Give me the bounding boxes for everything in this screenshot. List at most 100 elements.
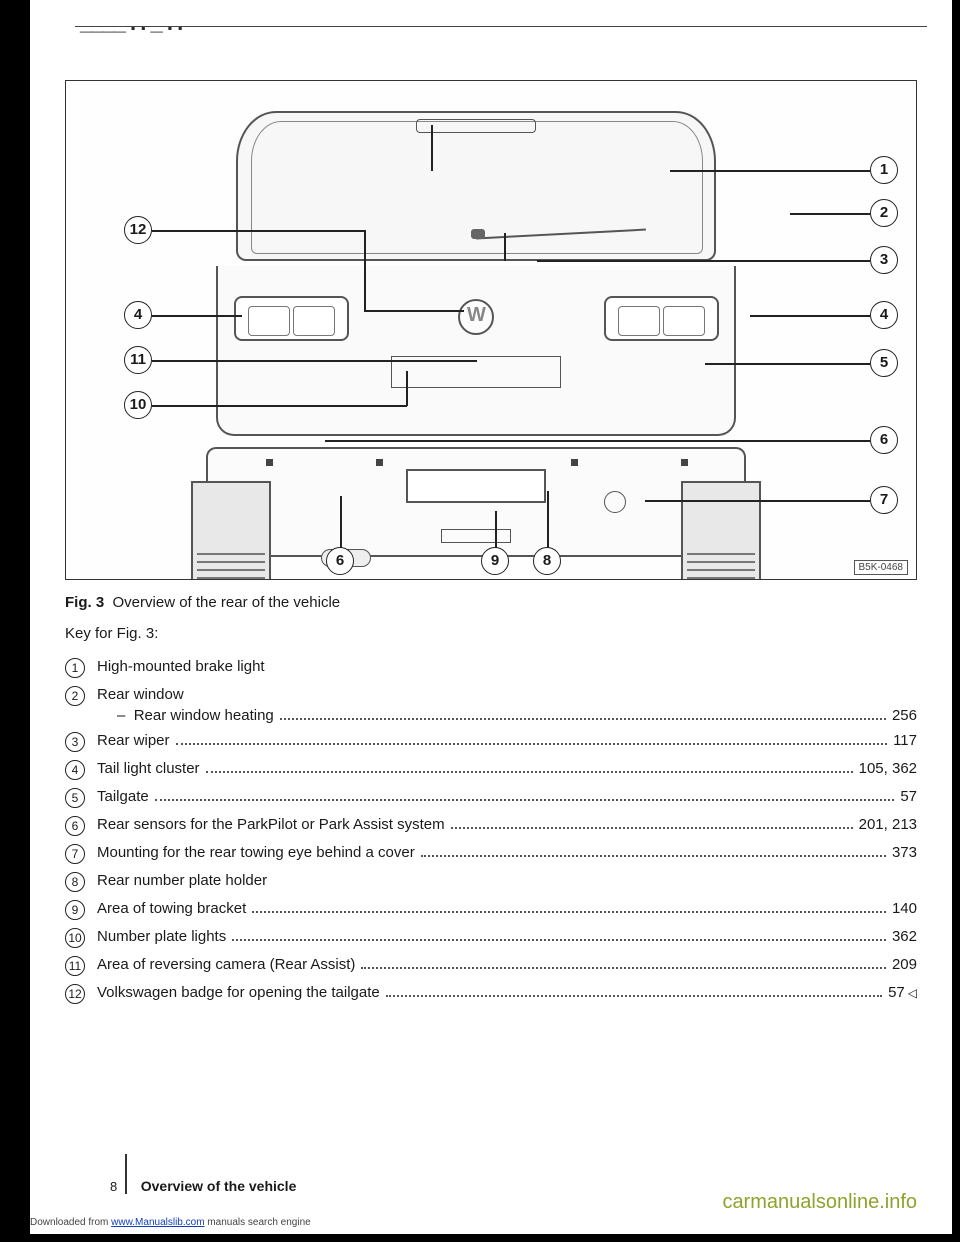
taillight-right (604, 296, 719, 341)
key-num: 11 (65, 956, 85, 976)
page-number: 8 (110, 1179, 117, 1194)
lead-line (152, 405, 407, 407)
callout-1: 1 (870, 156, 898, 184)
key-num: 5 (65, 788, 85, 808)
key-item-1: 1 High-mounted brake light (65, 658, 917, 678)
vehicle-rear-diagram: 1 2 3 4 5 6 7 6 9 8 12 4 11 10 (65, 80, 917, 580)
key-label: Volkswagen badge for opening the tailgat… (97, 984, 380, 1001)
key-item-6: 6 Rear sensors for the ParkPilot or Park… (65, 816, 917, 836)
callout-8: 8 (533, 547, 561, 575)
key-list: 1 High-mounted brake light 2 Rear window… (65, 658, 917, 1004)
callout-4l: 4 (124, 301, 152, 329)
key-text: Area of towing bracket 140 (97, 900, 917, 917)
key-text: Number plate lights 362 (97, 928, 917, 945)
lead-line (364, 310, 464, 312)
callout-6b: 6 (326, 547, 354, 575)
tyre-tread (687, 569, 755, 571)
tyre-tread (197, 553, 265, 555)
page-ref: 140 (892, 900, 917, 917)
dot-leader (252, 911, 886, 913)
key-text: Rear window – Rear window heating 256 (97, 686, 917, 724)
key-item-9: 9 Area of towing bracket 140 (65, 900, 917, 920)
key-label: Tail light cluster (97, 760, 200, 777)
key-num: 1 (65, 658, 85, 678)
brake-light-shape (416, 119, 536, 133)
key-num: 6 (65, 816, 85, 836)
key-intro: Key for Fig. 3: (65, 625, 917, 642)
header-fragment: ____ . . _ . . (80, 10, 182, 36)
source-link[interactable]: www.Manualslib.com (111, 1217, 204, 1228)
page-ref: 201, 213 (859, 816, 917, 833)
key-item-11: 11 Area of reversing camera (Rear Assist… (65, 956, 917, 976)
dot-leader (176, 743, 888, 745)
dot-leader (451, 827, 853, 829)
horizontal-rule (75, 26, 927, 27)
footer-title: Overview of the vehicle (141, 1178, 297, 1194)
key-text: Tail light cluster 105, 362 (97, 760, 917, 777)
key-num: 2 (65, 686, 85, 706)
park-sensor (376, 459, 383, 466)
key-text: Volkswagen badge for opening the tailgat… (97, 984, 917, 1001)
key-num: 4 (65, 760, 85, 780)
lead-line (364, 230, 366, 310)
callout-4r: 4 (870, 301, 898, 329)
vw-badge-shape (458, 299, 494, 335)
tailgate-shape (216, 266, 736, 436)
page-footer: 8 Overview of the vehicle (110, 1154, 296, 1194)
wheel-left (191, 481, 271, 580)
key-item-7: 7 Mounting for the rear towing eye behin… (65, 844, 917, 864)
tyre-tread (687, 577, 755, 579)
key-num: 7 (65, 844, 85, 864)
lead-line (547, 491, 549, 548)
callout-2: 2 (870, 199, 898, 227)
key-text: Mounting for the rear towing eye behind … (97, 844, 917, 861)
tow-bracket-area (441, 529, 511, 543)
key-label: Rear window (97, 686, 184, 703)
callout-12: 12 (124, 216, 152, 244)
tow-eye-cover (604, 491, 626, 513)
callout-5: 5 (870, 349, 898, 377)
tyre-tread (197, 569, 265, 571)
sub-label: Rear window heating (134, 707, 274, 724)
tyre-tread (197, 577, 265, 579)
figure-caption: Fig. 3 Overview of the rear of the vehic… (65, 594, 917, 611)
key-label: Tailgate (97, 788, 149, 805)
key-num: 8 (65, 872, 85, 892)
page: ____ . . _ . . (30, 0, 952, 1234)
lead-line (750, 315, 870, 317)
page-ref: 105, 362 (859, 760, 917, 777)
taillight-left (234, 296, 349, 341)
page-ref: 256 (892, 707, 917, 724)
key-text: Rear sensors for the ParkPilot or Park A… (97, 816, 917, 833)
callout-6: 6 (870, 426, 898, 454)
lead-line (340, 496, 342, 548)
key-item-10: 10 Number plate lights 362 (65, 928, 917, 948)
tyre-tread (197, 561, 265, 563)
callout-10: 10 (124, 391, 152, 419)
lead-line (406, 371, 408, 406)
key-label: Mounting for the rear towing eye behind … (97, 844, 415, 861)
key-text: Area of reversing camera (Rear Assist) 2… (97, 956, 917, 973)
figure-label: Fig. 3 (65, 594, 104, 611)
page-ref: 362 (892, 928, 917, 945)
lead-line (670, 170, 870, 172)
page-ref: 209 (892, 956, 917, 973)
page-ref: 117 (893, 732, 917, 749)
lead-line (705, 363, 870, 365)
tyre-tread (687, 553, 755, 555)
dot-leader (155, 799, 895, 801)
rear-wiper-base (471, 229, 485, 239)
park-sensor (266, 459, 273, 466)
dot-leader (386, 995, 882, 997)
page-ref: 57 (888, 984, 917, 1001)
park-sensor (571, 459, 578, 466)
lead-line (152, 315, 242, 317)
wheel-right (681, 481, 761, 580)
lead-line (790, 213, 870, 215)
lead-line (152, 360, 477, 362)
dot-leader (361, 967, 886, 969)
callout-9: 9 (481, 547, 509, 575)
key-item-2: 2 Rear window – Rear window heating 256 (65, 686, 917, 724)
page-ref: 57 (900, 788, 917, 805)
key-item-12: 12 Volkswagen badge for opening the tail… (65, 984, 917, 1004)
